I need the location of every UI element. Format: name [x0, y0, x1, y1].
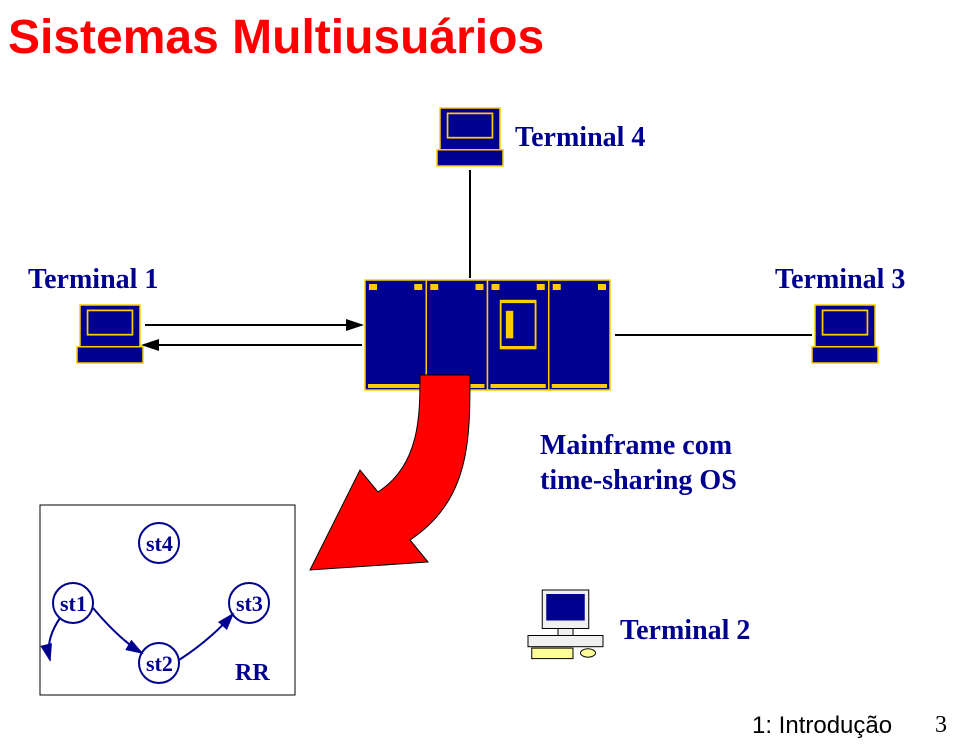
label-terminal1: Terminal 1 [28, 264, 158, 296]
label-terminal3: Terminal 3 [775, 264, 905, 296]
footer-number: 3 [935, 712, 947, 739]
diagram-svg [0, 0, 960, 753]
label-st4: st4 [146, 531, 173, 557]
label-mainframe-l2: time-sharing OS [540, 465, 737, 497]
mainframe-icon [365, 280, 610, 390]
label-st3: st3 [236, 591, 263, 617]
footer-text: 1: Introdução [752, 712, 892, 740]
slide: Sistemas Multiusuários [0, 0, 960, 753]
label-terminal2: Terminal 2 [620, 615, 750, 647]
label-st2: st2 [146, 651, 173, 677]
pc-terminal-icon [528, 590, 603, 659]
label-st1: st1 [60, 591, 87, 617]
red-arrow [310, 375, 470, 570]
label-terminal4: Terminal 4 [515, 122, 645, 154]
label-rr: RR [235, 660, 270, 687]
label-mainframe-l1: Mainframe com [540, 430, 732, 462]
